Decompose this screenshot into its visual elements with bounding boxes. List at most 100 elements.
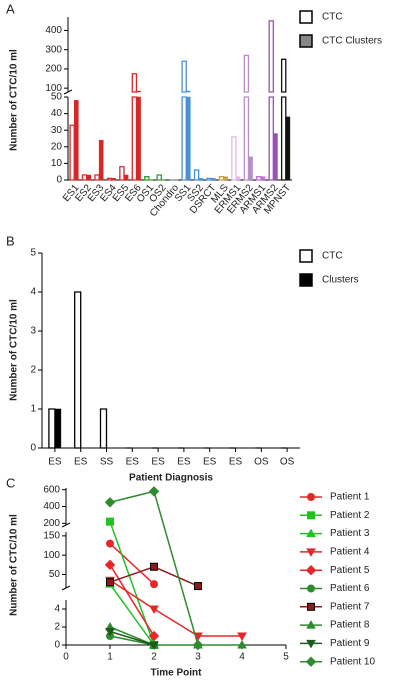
x-tick-label: SS: [100, 457, 114, 468]
data-point: [105, 628, 115, 637]
bar: [256, 176, 262, 181]
legend-marker: [307, 584, 315, 593]
bar: [273, 133, 278, 181]
x-tick-label: ES: [48, 457, 62, 468]
legend-label: CTC: [322, 251, 343, 262]
y-tick-label: 0: [54, 640, 60, 651]
data-point: [104, 497, 116, 508]
y-tick-label: 300: [45, 44, 62, 55]
bar: [119, 166, 125, 181]
data-point: [237, 639, 247, 649]
data-point: [106, 517, 114, 526]
y-tick-label: 400: [45, 25, 62, 36]
bar: [73, 100, 79, 181]
data-point: [192, 639, 204, 651]
bar: [193, 169, 200, 181]
y-tick-label: 5: [30, 248, 36, 259]
y-tick-label: 20: [51, 141, 63, 152]
y-tick-label: 2: [54, 622, 60, 633]
legend-label: Patient 1: [330, 492, 370, 503]
data-point: [194, 582, 202, 591]
legend-marker: [307, 511, 315, 520]
y-tick-label: 600: [43, 484, 60, 495]
x-axis-label: Patient Diagnosis: [129, 473, 213, 484]
legend-label: Patient 6: [330, 583, 370, 594]
x-tick-label: OS: [254, 457, 269, 468]
y-tick-label: 40: [51, 108, 63, 119]
x-tick-label: ES: [229, 457, 243, 468]
y-tick-label: 30: [51, 125, 63, 136]
y-axis-label: Number of CTC/10 ml: [9, 514, 20, 616]
legend-label: Patient 2: [330, 510, 370, 521]
data-point: [148, 486, 160, 497]
x-tick-label: OS: [280, 457, 295, 468]
bar: [54, 408, 62, 449]
y-tick-label: 1: [30, 404, 36, 415]
x-tick-label: 2: [151, 652, 157, 663]
x-tick-label: ES: [177, 457, 191, 468]
y-axis-label: Number of CTC/10 ml: [9, 49, 20, 151]
legend-swatch: [299, 249, 313, 263]
legend-label: CTC: [322, 12, 343, 23]
y-tick-label: 4: [30, 287, 36, 298]
x-tick-label: 1: [107, 652, 113, 663]
y-tick-label: 3: [30, 326, 36, 337]
legend-swatch: [299, 273, 313, 287]
bar: [280, 58, 287, 181]
y-tick-label: 150: [43, 531, 60, 542]
bar: [248, 156, 253, 181]
data-point: [106, 539, 114, 548]
y-tick-label: 200: [45, 64, 62, 75]
bar: [94, 174, 100, 181]
bar: [144, 176, 150, 181]
bar: [69, 124, 75, 181]
y-tick-label: 200: [43, 518, 60, 529]
y-tick-label: 0: [56, 175, 62, 186]
bar: [198, 178, 204, 181]
bar: [268, 20, 274, 181]
panel-letter: A: [6, 1, 15, 16]
y-tick-label: 50: [49, 569, 61, 580]
bar: [210, 178, 216, 181]
axis-break: [63, 89, 73, 95]
data-point: [150, 562, 158, 571]
x-tick-label: ES: [74, 457, 88, 468]
legend-marker: [306, 639, 316, 649]
y-tick-label: 4: [54, 604, 60, 615]
series-line: [109, 583, 155, 646]
bar: [260, 176, 266, 181]
x-tick-label: 4: [239, 652, 245, 663]
bar: [181, 60, 187, 181]
bar: [111, 178, 116, 181]
data-point: [104, 559, 116, 571]
bar: [74, 291, 82, 449]
bar: [136, 90, 141, 181]
legend-label: Patient 9: [330, 638, 370, 649]
series-line: [109, 630, 155, 646]
panel-letter: B: [6, 233, 15, 248]
series-line: [109, 543, 155, 585]
bar: [185, 90, 191, 181]
data-point: [149, 641, 159, 651]
legend-swatch: [299, 10, 313, 24]
x-tick-label: ES: [126, 457, 140, 468]
y-tick-label: 100: [43, 550, 60, 561]
y-tick-label: 400: [43, 501, 60, 512]
x-tick-label: 0: [63, 652, 69, 663]
bar: [123, 174, 129, 181]
bar: [81, 174, 88, 181]
data-point: [148, 630, 160, 642]
legend-label: Patient 5: [330, 565, 370, 576]
legend-swatch: [299, 34, 313, 48]
bar: [131, 73, 138, 181]
y-tick-label: 2: [30, 365, 36, 376]
x-tick-label: 5: [283, 652, 289, 663]
legend-label: Patient 3: [330, 528, 370, 539]
legend-marker: [307, 602, 315, 611]
y-tick-label: 100: [45, 83, 62, 94]
legend-marker: [307, 493, 315, 501]
bar: [243, 54, 250, 181]
bar: [98, 139, 104, 181]
series-line: [109, 564, 155, 637]
bar: [106, 177, 113, 181]
